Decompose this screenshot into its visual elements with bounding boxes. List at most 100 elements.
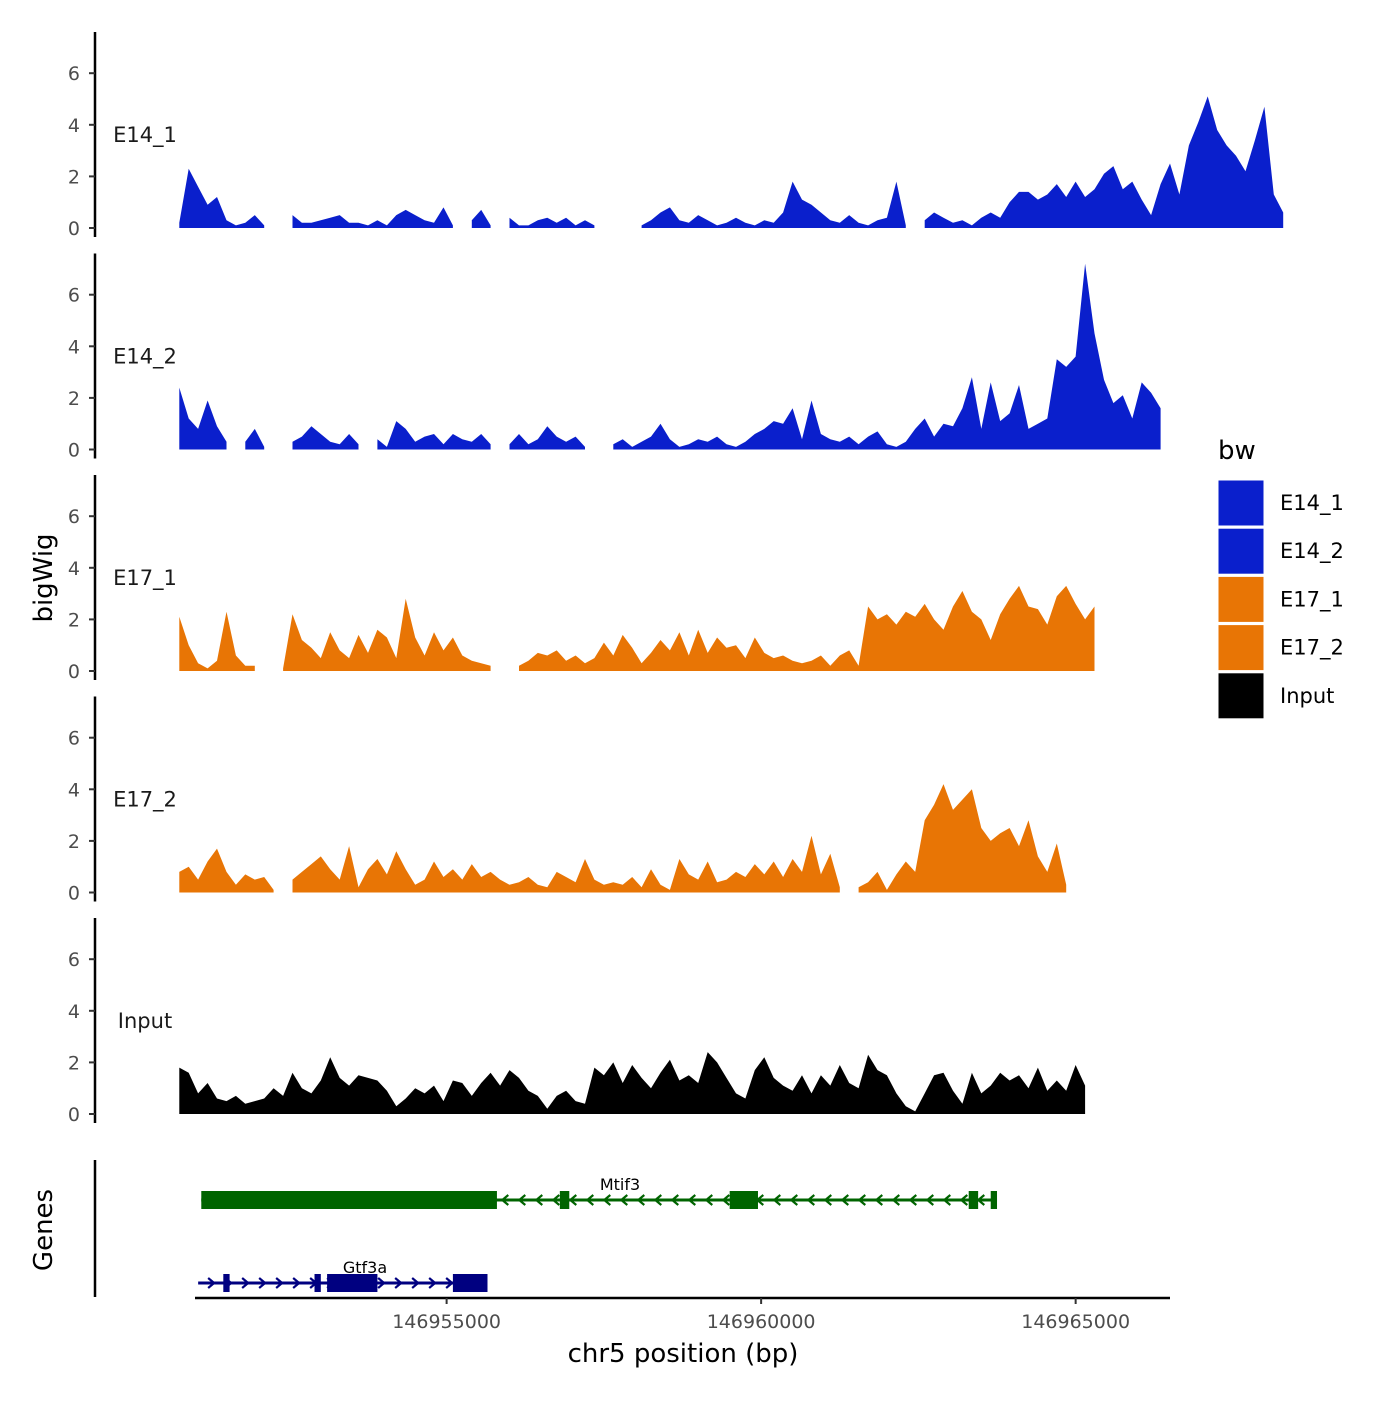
legend-label-Input: Input — [1280, 684, 1334, 708]
coverage-area-E14_1 — [471, 209, 491, 228]
strand-chevron — [534, 1194, 543, 1206]
track-label: E17_2 — [113, 788, 177, 813]
gene-exon — [990, 1191, 998, 1209]
strand-chevron — [394, 1277, 403, 1289]
track-label: E17_1 — [113, 566, 177, 591]
strand-chevron — [568, 1194, 577, 1206]
coverage-area-E14_2 — [292, 426, 359, 450]
track-label: E14_2 — [113, 345, 177, 370]
track-panel-Input: 0 2 4 6 Input — [68, 918, 1086, 1126]
strand-chevron — [908, 1194, 917, 1206]
coverage-area-E14_2 — [179, 387, 227, 450]
strand-chevron — [823, 1194, 832, 1206]
y-tick-label: 6 — [68, 285, 80, 307]
gene-exon — [327, 1274, 378, 1292]
strand-chevron — [891, 1194, 900, 1206]
strand-chevron — [258, 1277, 267, 1289]
legend-label-E14_1: E14_1 — [1280, 491, 1344, 516]
gene-label: Gtf3a — [343, 1258, 387, 1277]
strand-chevron — [772, 1194, 781, 1206]
strand-chevron — [602, 1194, 611, 1206]
coverage-area-E17_2 — [292, 835, 840, 893]
coverage-area-E17_1 — [519, 585, 1095, 671]
legend-swatch-E14_1 — [1217, 479, 1265, 527]
strand-chevron — [704, 1194, 713, 1206]
y-tick-label: 0 — [68, 1104, 80, 1126]
y-tick-label: 4 — [68, 1001, 80, 1023]
strand-chevron — [721, 1194, 730, 1206]
strand-chevron — [806, 1194, 815, 1206]
track-panel-E14_1: 0 2 4 6 E14_1 — [68, 32, 1284, 240]
y-tick-label: 0 — [68, 440, 80, 462]
strand-chevron — [377, 1277, 386, 1289]
strand-chevron — [874, 1194, 883, 1206]
coverage-area-E17_2 — [179, 848, 274, 893]
strand-chevron — [976, 1194, 985, 1206]
track-label: Input — [118, 1009, 172, 1033]
strand-chevron — [500, 1194, 509, 1206]
y-tick-label: 2 — [68, 609, 80, 631]
coverage-area-Input — [179, 1052, 1086, 1114]
x-axis-title: chr5 position (bp) — [568, 1339, 799, 1369]
coverage-area-E17_1 — [179, 611, 255, 671]
strand-chevron — [840, 1194, 849, 1206]
genes-axis-title: Genes — [29, 1189, 59, 1271]
coverage-area-E14_2 — [509, 426, 585, 450]
legend-label-E17_1: E17_1 — [1280, 587, 1344, 612]
x-tick-label: 146955000 — [392, 1311, 501, 1333]
y-tick-label: 2 — [68, 1052, 80, 1074]
strand-chevron — [275, 1277, 284, 1289]
legend-label-E14_2: E14_2 — [1280, 539, 1344, 564]
y-tick-label: 4 — [68, 115, 80, 137]
strand-chevron — [241, 1277, 250, 1289]
coverage-area-E14_1 — [641, 181, 906, 228]
strand-chevron — [207, 1277, 216, 1289]
gene-Mtif3: Mtif3 — [201, 1175, 998, 1209]
strand-chevron — [428, 1277, 437, 1289]
track-panel-E17_2: 0 2 4 6 E17_2 — [68, 696, 1067, 905]
gene-label: Mtif3 — [600, 1175, 640, 1194]
gene-exon — [559, 1191, 570, 1209]
legend-swatch-Input — [1217, 672, 1265, 720]
gene-exon — [223, 1274, 230, 1292]
coverage-area-E14_1 — [924, 96, 1284, 229]
coverage-area-E14_2 — [377, 421, 491, 450]
x-tick-label: 146960000 — [707, 1311, 816, 1333]
strand-chevron — [653, 1194, 662, 1206]
y-tick-label: 0 — [68, 218, 80, 240]
track-panel-E14_2: 0 2 4 6 E14_2 — [68, 253, 1161, 462]
y-tick-label: 2 — [68, 166, 80, 188]
gene-exon — [968, 1191, 979, 1209]
coverage-area-E17_1 — [283, 598, 491, 671]
track-panel-E17_1: 0 2 4 6 E17_1 — [68, 475, 1095, 683]
strand-chevron — [959, 1194, 968, 1206]
strand-chevron — [636, 1194, 645, 1206]
y-tick-label: 6 — [68, 63, 80, 85]
y-tick-label: 6 — [68, 728, 80, 750]
coverage-area-E14_1 — [179, 168, 265, 228]
coverage-area-E14_1 — [509, 217, 595, 228]
strand-chevron — [517, 1194, 526, 1206]
legend-swatch-E17_1 — [1217, 575, 1265, 623]
strand-chevron — [925, 1194, 934, 1206]
gene-exon — [314, 1274, 321, 1292]
gene-exon — [452, 1274, 488, 1292]
coverage-area-E14_1 — [292, 207, 453, 228]
coverage-area-E17_2 — [858, 784, 1067, 893]
y-tick-label: 4 — [68, 779, 80, 801]
strand-chevron — [445, 1277, 454, 1289]
legend-title: bw — [1218, 436, 1256, 466]
gene-exon — [729, 1191, 758, 1209]
coverage-area-E14_2 — [245, 428, 265, 450]
gene-exon — [201, 1191, 497, 1209]
gene-Gtf3a: Gtf3a — [198, 1258, 488, 1292]
strand-chevron — [670, 1194, 679, 1206]
strand-chevron — [585, 1194, 594, 1206]
strand-chevron — [619, 1194, 628, 1206]
y-tick-label: 4 — [68, 336, 80, 358]
strand-chevron — [687, 1194, 696, 1206]
y-tick-label: 4 — [68, 558, 80, 580]
legend-swatch-E14_2 — [1217, 527, 1265, 575]
